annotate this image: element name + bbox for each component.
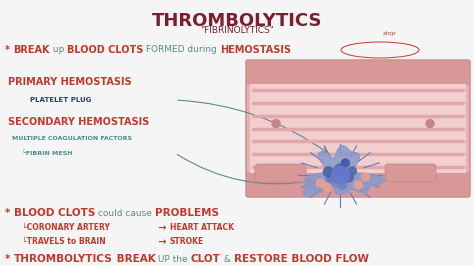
Text: →: → [155,223,170,233]
Text: MULTIPLE COAGULATION FACTORS: MULTIPLE COAGULATION FACTORS [12,135,132,140]
Text: CLOT: CLOT [191,254,221,264]
Text: SECONDARY HEMOSTASIS: SECONDARY HEMOSTASIS [8,117,149,127]
Text: *: * [5,254,14,264]
Text: └CORONARY ARTERY: └CORONARY ARTERY [22,223,110,232]
Circle shape [272,119,280,127]
Text: stop: stop [383,31,397,36]
Text: └FIBRIN MESH: └FIBRIN MESH [22,150,73,156]
Polygon shape [303,146,385,197]
Text: FORMED during: FORMED during [144,45,220,55]
Text: BREAK: BREAK [113,254,155,264]
Bar [250,84,466,173]
Text: BLOOD CLOTS: BLOOD CLOTS [67,45,144,55]
Text: could cause: could cause [95,209,155,218]
Text: HEART ATTACK: HEART ATTACK [170,223,234,232]
Text: THROMBOLYTICS: THROMBOLYTICS [152,12,322,30]
Text: BLOOD CLOTS: BLOOD CLOTS [14,208,95,218]
Circle shape [355,181,363,189]
Text: RESTORE BLOOD FLOW: RESTORE BLOOD FLOW [234,254,369,264]
FancyBboxPatch shape [255,164,306,182]
Text: STROKE: STROKE [170,238,204,247]
FancyBboxPatch shape [247,61,469,85]
Text: PROBLEMS: PROBLEMS [155,208,219,218]
FancyBboxPatch shape [247,172,469,196]
FancyBboxPatch shape [385,164,436,182]
Text: BREAK: BREAK [13,45,50,55]
Circle shape [426,119,434,127]
Text: THROMBOLYTICS: THROMBOLYTICS [14,254,113,264]
Text: PRIMARY HEMOSTASIS: PRIMARY HEMOSTASIS [8,77,132,87]
Circle shape [361,173,369,181]
Circle shape [317,179,324,187]
Circle shape [322,183,330,191]
Text: └TRAVELS to BRAIN: └TRAVELS to BRAIN [22,238,106,247]
Circle shape [327,173,337,183]
Text: *: * [5,208,14,218]
Circle shape [343,172,354,182]
Text: "FIBRINOLYTICS": "FIBRINOLYTICS" [200,26,274,35]
Text: &: & [221,255,234,264]
Text: blood: blood [381,62,399,67]
Text: HEMOSTASIS: HEMOSTASIS [220,45,291,55]
Text: up: up [50,45,67,55]
Circle shape [334,164,346,176]
Text: UP the: UP the [155,255,191,264]
Circle shape [341,159,349,167]
FancyBboxPatch shape [246,60,470,197]
Circle shape [348,167,356,175]
Text: PLATELET PLUG: PLATELET PLUG [30,97,91,103]
Circle shape [331,166,349,184]
Text: *: * [5,45,13,55]
Circle shape [323,167,333,177]
Circle shape [331,179,339,187]
Circle shape [338,181,346,189]
Text: →: → [155,237,170,247]
